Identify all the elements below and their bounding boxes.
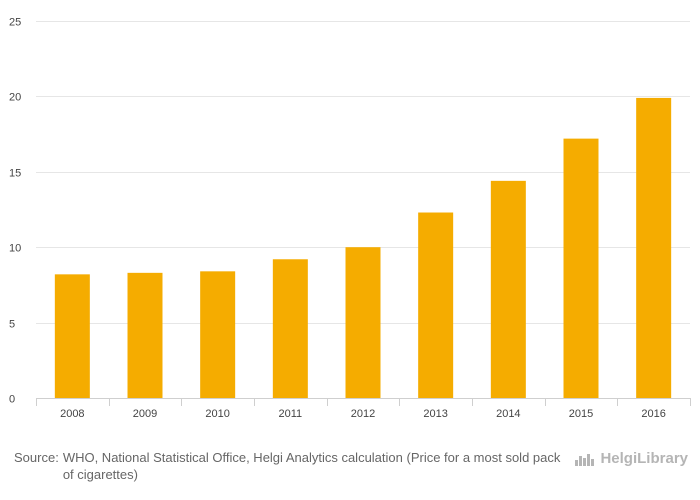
- y-tick-label: 5: [9, 319, 15, 331]
- y-tick-label: 0: [9, 394, 15, 406]
- y-tick-label: 20: [9, 92, 21, 104]
- source-text: WHO, National Statistical Office, Helgi …: [62, 450, 561, 482]
- x-tick-label: 2014: [496, 408, 520, 420]
- logo-text: HelgiLibrary: [600, 450, 688, 467]
- y-tick-label: 15: [9, 168, 21, 180]
- x-tick-label: 2009: [133, 408, 157, 420]
- bar: [490, 180, 526, 398]
- x-tick-label: 2010: [205, 408, 229, 420]
- bar: [418, 212, 454, 398]
- bar: [127, 272, 163, 398]
- bar: [200, 271, 236, 398]
- x-tick-label: 2011: [279, 408, 303, 420]
- x-tick-label: 2016: [641, 408, 665, 420]
- x-tick-label: 2008: [60, 408, 84, 420]
- helgi-logo-icon: [575, 453, 595, 466]
- x-tick-label: 2012: [351, 408, 375, 420]
- bar: [54, 274, 90, 398]
- bar: [636, 97, 672, 399]
- chart-footer: Source: WHO, National Statistical Office…: [14, 449, 574, 483]
- bar-chart: 0 5 10 15 20 25 2008 2009 2010 2011 2012 2013 2014 20…: [9, 17, 691, 420]
- bar: [345, 247, 381, 398]
- source-prefix: Source:: [14, 450, 59, 465]
- helgi-library-logo: HelgiLibrary: [575, 450, 688, 467]
- y-tick-label: 25: [9, 17, 21, 29]
- chart-svg: 0 5 10 15 20 25 2008 2009 2010 2011 2012 2013 2014 20…: [9, 17, 691, 420]
- x-tick-label: 2015: [569, 408, 593, 420]
- y-tick-label: 10: [9, 243, 21, 255]
- bar: [272, 259, 308, 398]
- axis-layer: 0 5 10 15 20 25 2008 2009 2010 2011 2012 2013 2014 20…: [9, 17, 691, 420]
- x-tick-label: 2013: [423, 408, 447, 420]
- bars-layer: [54, 97, 672, 399]
- bar: [563, 138, 599, 398]
- source-note: Source: WHO, National Statistical Office…: [14, 449, 574, 483]
